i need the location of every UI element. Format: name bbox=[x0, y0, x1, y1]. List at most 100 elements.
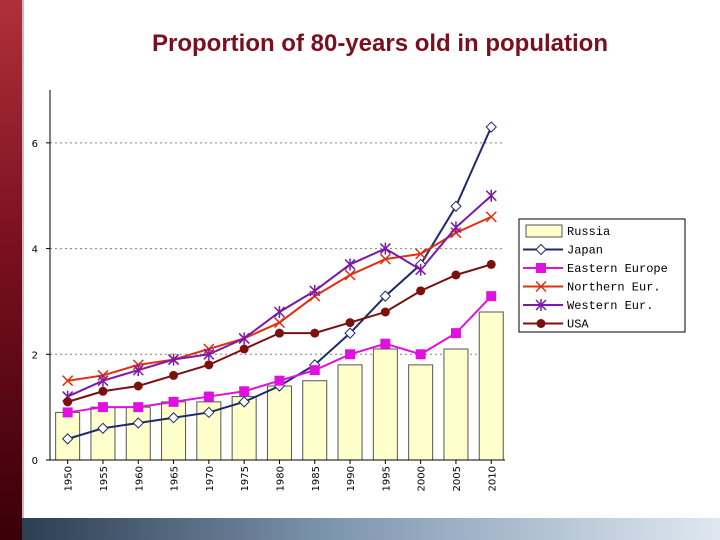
point-western-eur-1975 bbox=[238, 332, 250, 345]
bar-russia-1960 bbox=[125, 406, 151, 461]
point-usa-1985 bbox=[310, 328, 320, 338]
point-usa-1990 bbox=[345, 318, 355, 328]
x-tick-label: 1960 bbox=[134, 466, 145, 491]
point-northern-eur-1990 bbox=[344, 269, 356, 281]
point-northern-eur-2000 bbox=[415, 248, 427, 260]
point-usa-2005 bbox=[451, 270, 461, 280]
point-eastern-europe-1970 bbox=[203, 391, 214, 402]
y-tick-label: 0 bbox=[32, 456, 38, 467]
point-western-eur-1995 bbox=[379, 242, 391, 255]
point-eastern-europe-1960 bbox=[133, 402, 144, 413]
point-usa-2000 bbox=[416, 286, 426, 296]
point-japan-1955 bbox=[97, 422, 109, 434]
point-japan-1950 bbox=[61, 433, 74, 445]
point-western-eur-1960 bbox=[132, 364, 144, 377]
point-usa-1995 bbox=[380, 307, 390, 317]
chart-title: Proportion of 80-years old in population bbox=[151, 30, 608, 57]
point-western-eur-1990 bbox=[344, 258, 356, 271]
point-western-eur-1980 bbox=[273, 306, 285, 318]
point-western-eur-2005 bbox=[450, 221, 462, 234]
point-usa-1970 bbox=[204, 360, 214, 370]
point-northern-eur-2010-b bbox=[485, 211, 497, 223]
point-western-eur-1955 bbox=[97, 374, 109, 387]
x-tick-label: 1965 bbox=[170, 466, 181, 491]
point-eastern-europe-1980 bbox=[274, 375, 285, 386]
legend-marker-northern-eur-b bbox=[535, 280, 547, 293]
legend-box bbox=[518, 218, 686, 333]
left-decor-bar bbox=[0, 0, 22, 540]
point-northern-eur-2000-b bbox=[415, 248, 427, 260]
point-usa-1950 bbox=[63, 397, 73, 407]
bar-russia-2005 bbox=[443, 348, 469, 461]
legend-marker-eastern-europe bbox=[536, 263, 546, 273]
x-tick-label: 1950 bbox=[64, 466, 75, 491]
point-usa-1965 bbox=[169, 370, 179, 380]
legend: Russia Japan Eastern Europe Northern Eur. We… bbox=[518, 218, 686, 333]
point-japan-2005 bbox=[450, 200, 462, 212]
legend-marker-japan bbox=[535, 243, 547, 256]
legend-marker-western-eur bbox=[535, 299, 547, 311]
point-western-eur-2010 bbox=[485, 189, 497, 202]
point-eastern-europe-1995 bbox=[380, 338, 391, 349]
x-tick-label: 1980 bbox=[275, 466, 286, 491]
legend-label-russia: Russia bbox=[567, 225, 610, 239]
point-usa-1975 bbox=[239, 344, 249, 354]
legend-label-western-eur: Western Eur. bbox=[567, 299, 653, 313]
point-usa-2010 bbox=[486, 259, 496, 269]
point-northern-eur-1950-b bbox=[62, 375, 74, 387]
axis-layer: 0 2 4 6 1950 1955 1960 1965 1970 1975 1980 1985 1990… bbox=[32, 90, 505, 491]
point-western-eur-1965 bbox=[168, 353, 180, 366]
legend-label-usa: USA bbox=[567, 318, 589, 332]
point-eastern-europe-1950 bbox=[62, 407, 73, 418]
bar-russia-2000 bbox=[408, 364, 434, 461]
x-tick-label: 1970 bbox=[205, 466, 216, 491]
point-western-eur-1970 bbox=[203, 348, 215, 361]
legend-swatch-russia bbox=[525, 224, 563, 238]
point-eastern-europe-1975 bbox=[239, 386, 250, 397]
legend-label-japan: Japan bbox=[567, 244, 603, 258]
x-tick-label: 1985 bbox=[311, 466, 322, 491]
point-northern-eur-1995-b bbox=[379, 253, 391, 265]
point-japan-1995 bbox=[379, 290, 392, 302]
bar-russia-2010 bbox=[478, 311, 504, 461]
y-tick-label: 2 bbox=[32, 350, 38, 361]
point-northern-eur-1950 bbox=[62, 375, 74, 387]
point-northern-eur-1980-b bbox=[273, 317, 285, 329]
point-eastern-europe-1965 bbox=[168, 396, 179, 407]
point-japan-1975 bbox=[238, 396, 250, 408]
legend-marker-northern-eur bbox=[535, 280, 547, 293]
point-japan-2010 bbox=[485, 121, 497, 133]
point-usa-1960 bbox=[133, 381, 143, 391]
point-japan-1965 bbox=[167, 412, 180, 424]
legend-marker-usa bbox=[536, 319, 546, 328]
point-eastern-europe-2000 bbox=[415, 349, 426, 360]
point-eastern-europe-1955 bbox=[97, 402, 108, 413]
y-tick-label: 4 bbox=[32, 245, 38, 256]
x-tick-label: 1955 bbox=[99, 466, 110, 491]
point-western-eur-2000 bbox=[415, 263, 427, 276]
point-eastern-europe-2010 bbox=[486, 291, 497, 302]
point-eastern-europe-1985 bbox=[309, 365, 320, 376]
point-northern-eur-1990-b bbox=[344, 269, 356, 281]
point-japan-1970 bbox=[203, 406, 215, 419]
x-tick-label: 2005 bbox=[452, 466, 463, 491]
legend-label-northern-eur: Northern Eur. bbox=[567, 281, 661, 295]
point-usa-1980 bbox=[274, 328, 284, 338]
x-tick-label: 2010 bbox=[487, 466, 498, 491]
point-eastern-europe-2005 bbox=[450, 328, 461, 339]
point-usa-1955 bbox=[98, 386, 108, 396]
point-japan-1960 bbox=[132, 417, 144, 429]
grid-layer bbox=[50, 142, 505, 355]
bar-russia-1980 bbox=[266, 385, 292, 461]
legend-label-eastern-europe: Eastern Europe bbox=[567, 262, 668, 276]
bar-russia-1965 bbox=[161, 401, 187, 461]
point-japan-1990 bbox=[344, 327, 356, 339]
series-line-northern-eur bbox=[67, 215, 492, 382]
point-eastern-europe-1990 bbox=[345, 349, 356, 360]
line-layer bbox=[61, 121, 497, 445]
point-northern-eur-2010 bbox=[485, 211, 497, 223]
x-tick-label: 2000 bbox=[417, 466, 428, 491]
x-tick-label: 1975 bbox=[240, 466, 251, 491]
bar-russia-1995 bbox=[372, 348, 398, 461]
